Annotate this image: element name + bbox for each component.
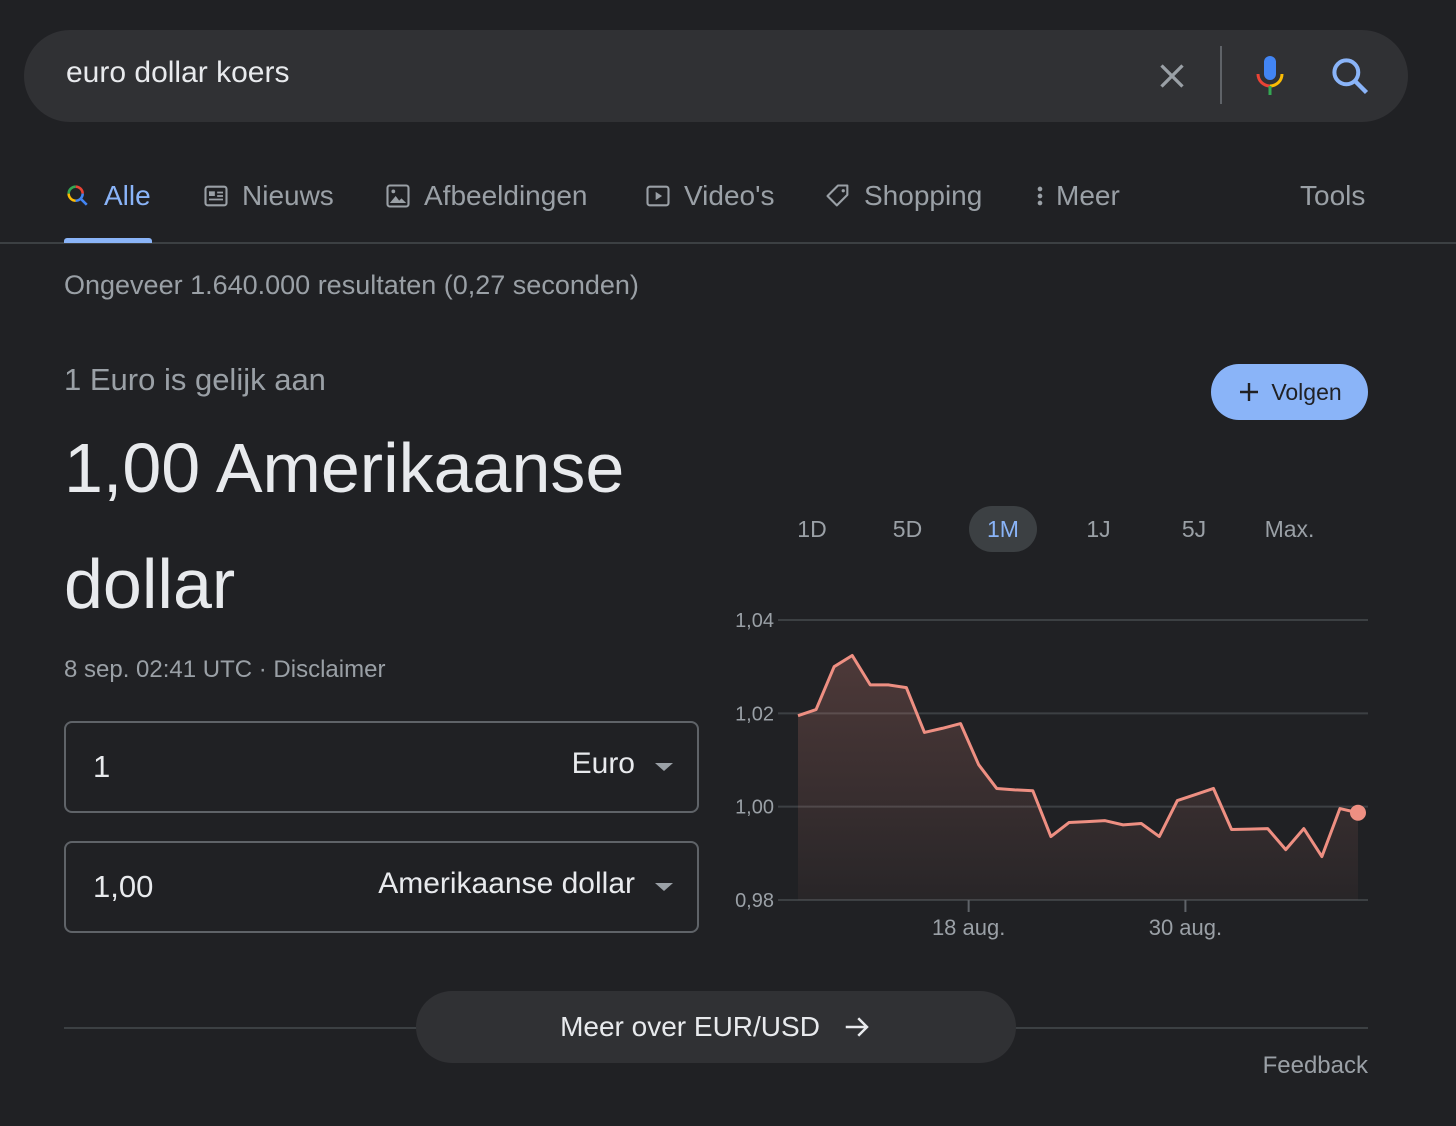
follow-label: Volgen bbox=[1271, 378, 1342, 405]
arrow-right-icon bbox=[845, 1017, 869, 1037]
chevron-down-icon[interactable] bbox=[655, 883, 673, 891]
to-amount-input[interactable]: 1,00 bbox=[93, 869, 154, 904]
tab-label: Alle bbox=[104, 180, 151, 211]
tab-meer[interactable]: Meer bbox=[1032, 180, 1120, 212]
y-tick-label: 1,00 bbox=[735, 797, 774, 819]
data-point bbox=[1350, 804, 1366, 821]
to-currency-select[interactable]: Amerikaanse dollar bbox=[378, 867, 635, 900]
search-input[interactable]: euro dollar koers bbox=[66, 56, 290, 89]
tab-alle[interactable]: Alle bbox=[64, 180, 151, 212]
from-currency-select[interactable]: Euro bbox=[571, 747, 635, 780]
search-bar: euro dollar koers bbox=[24, 30, 1408, 122]
tools-button[interactable]: Tools bbox=[1300, 180, 1366, 211]
from-currency-field[interactable]: 1 Euro bbox=[64, 721, 699, 813]
news-icon bbox=[204, 185, 228, 207]
to-currency-field[interactable]: 1,00 Amerikaanse dollar bbox=[64, 841, 699, 933]
feedback-link[interactable]: Feedback bbox=[1262, 1052, 1368, 1079]
equals-label: 1 Euro is gelijk aan bbox=[64, 362, 326, 397]
image-icon bbox=[386, 184, 410, 208]
y-tick-label: 1,02 bbox=[735, 703, 774, 725]
chevron-down-icon[interactable] bbox=[655, 763, 673, 771]
range-1j[interactable]: 1J bbox=[1086, 515, 1111, 542]
chart-line bbox=[797, 653, 1359, 859]
more-vert-icon bbox=[1037, 186, 1043, 206]
chart-area bbox=[798, 655, 1358, 900]
tabs-divider bbox=[0, 242, 1456, 244]
x-tick-label: 30 aug. bbox=[1149, 915, 1222, 940]
tab-nieuws[interactable]: Nieuws bbox=[202, 180, 334, 212]
timestamp-disclaimer[interactable]: 8 sep. 02:41 UTC · Disclaimer bbox=[64, 656, 386, 683]
tab-videos[interactable]: Video's bbox=[644, 180, 774, 212]
conversion-result: 1,00 Amerikaanse dollar bbox=[64, 429, 625, 623]
search-icon bbox=[67, 185, 88, 206]
y-tick-label: 0,98 bbox=[735, 890, 774, 912]
microphone-icon[interactable] bbox=[1254, 54, 1286, 98]
tab-afbeeldingen[interactable]: Afbeeldingen bbox=[384, 180, 587, 212]
tab-shopping[interactable]: Shopping bbox=[824, 180, 982, 212]
follow-button[interactable]: Volgen bbox=[1211, 364, 1368, 420]
y-tick-label: 1,04 bbox=[735, 610, 774, 632]
video-icon bbox=[646, 185, 670, 207]
more-about-button[interactable]: Meer over EUR/USD bbox=[416, 991, 1016, 1063]
from-amount-input[interactable]: 1 bbox=[93, 749, 111, 784]
tag-icon bbox=[826, 184, 849, 207]
x-tick-label: 18 aug. bbox=[932, 915, 1005, 940]
active-tab-indicator bbox=[64, 238, 152, 243]
divider bbox=[1220, 46, 1222, 104]
range-1d[interactable]: 1D bbox=[797, 515, 827, 542]
search-icon[interactable] bbox=[1328, 54, 1372, 98]
tab-label: Afbeeldingen bbox=[424, 180, 588, 211]
range-5j[interactable]: 5J bbox=[1181, 515, 1207, 542]
range-1m[interactable]: 1M bbox=[969, 506, 1037, 552]
tab-label: Shopping bbox=[864, 180, 983, 211]
more-about-label: Meer over EUR/USD bbox=[560, 1011, 820, 1042]
plus-icon bbox=[1240, 383, 1259, 401]
result-stats: Ongeveer 1.640.000 resultaten (0,27 seco… bbox=[64, 270, 639, 300]
tab-label: Meer bbox=[1056, 180, 1120, 211]
range-max[interactable]: Max. bbox=[1264, 515, 1315, 542]
tab-label: Nieuws bbox=[242, 180, 334, 211]
close-icon[interactable] bbox=[1154, 58, 1190, 94]
tab-label: Video's bbox=[684, 180, 775, 211]
range-5d[interactable]: 5D bbox=[892, 515, 923, 542]
